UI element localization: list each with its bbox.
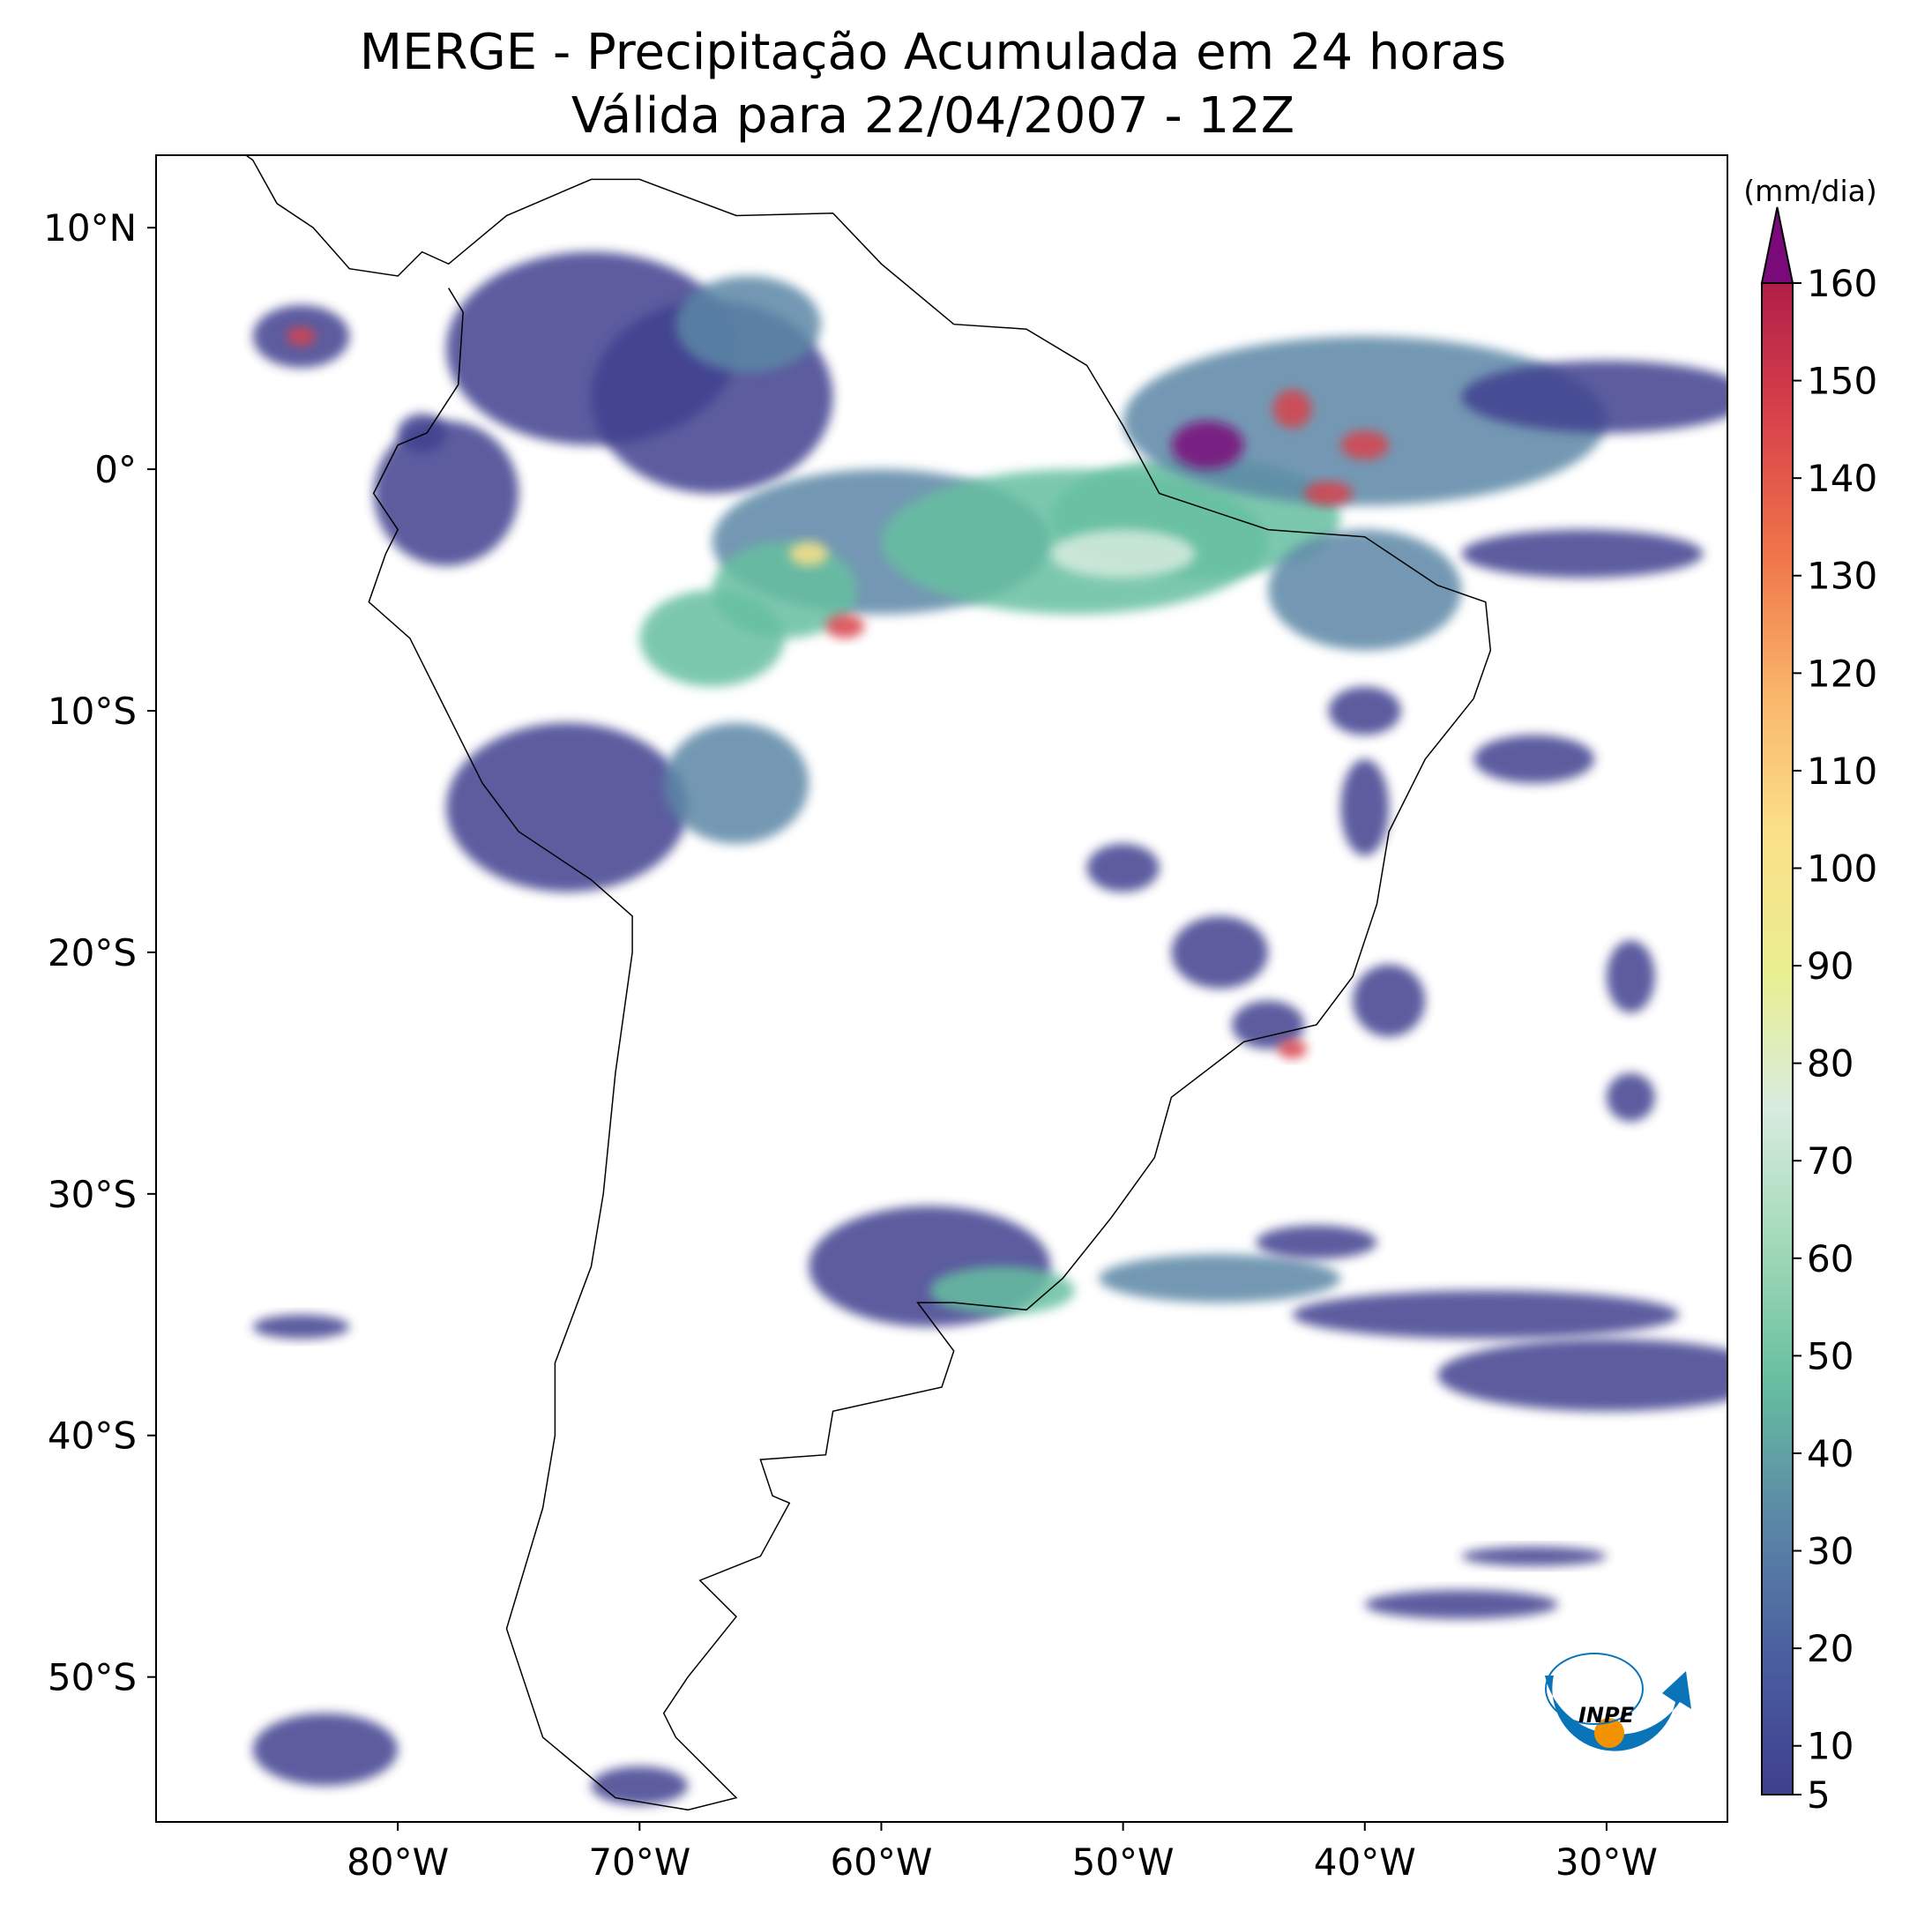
subtitle: Válida para 22/04/2007 - 12Z <box>571 87 1294 145</box>
rain-area <box>639 590 785 687</box>
x-tick-label: 40°W <box>1314 1840 1416 1884</box>
rain-area <box>1353 964 1426 1037</box>
rain-area <box>1256 1225 1377 1259</box>
rain-area <box>663 722 809 844</box>
rain-area <box>1461 529 1704 579</box>
y-tick-label: 10°N <box>43 206 137 250</box>
x-tick-label: 60°W <box>830 1840 932 1884</box>
colorbar-tick-label: 60 <box>1807 1237 1854 1280</box>
rain-area <box>1272 389 1312 429</box>
x-tick-label: 80°W <box>347 1840 449 1884</box>
y-tick-label: 10°S <box>48 690 137 733</box>
rain-area <box>929 1265 1075 1315</box>
colorbar-tick-label: 110 <box>1807 750 1877 793</box>
colorbar-tick-label: 30 <box>1807 1530 1854 1573</box>
colorbar-tick-label: 140 <box>1807 457 1877 500</box>
precipitation-field <box>252 251 1727 1805</box>
rain-area <box>675 275 821 373</box>
rain-area <box>789 541 829 566</box>
y-tick-label: 50°S <box>48 1656 137 1699</box>
logo-text: INPE <box>1578 1703 1635 1728</box>
rain-area <box>1099 1254 1341 1303</box>
colorbar-tick-label: 100 <box>1807 847 1877 890</box>
colorbar-tick-label: 50 <box>1807 1334 1854 1377</box>
logo-arc <box>1545 1671 1691 1751</box>
rain-area <box>1086 843 1160 892</box>
rain-area <box>825 614 865 638</box>
rain-area <box>1292 1290 1680 1340</box>
rain-area <box>252 1314 350 1340</box>
rain-area <box>373 421 519 566</box>
map-frame <box>155 154 1728 1823</box>
coastline <box>244 155 1492 1811</box>
rain-area <box>1171 915 1269 989</box>
rain-area <box>1340 430 1390 460</box>
rain-area <box>1340 758 1390 856</box>
y-tick-label: 0° <box>94 448 137 491</box>
rain-area <box>252 1713 399 1786</box>
colorbar-tick-label: 120 <box>1807 652 1877 695</box>
rain-area <box>1232 1000 1305 1049</box>
logo-dot <box>1594 1718 1624 1748</box>
y-tick-label: 30°S <box>48 1173 137 1216</box>
colorbar-tick-label: 20 <box>1807 1627 1854 1670</box>
colorbar-tick-label: 10 <box>1807 1725 1854 1768</box>
rain-area <box>1304 481 1354 506</box>
colorbar-extend <box>1760 206 1794 284</box>
colorbar-tick-label: 80 <box>1807 1042 1854 1086</box>
colorbar-tick-label: 5 <box>1807 1773 1831 1817</box>
y-tick-label: 20°S <box>48 931 137 974</box>
colorbar-tick-label: 160 <box>1807 262 1877 305</box>
rain-area <box>1606 1072 1655 1122</box>
colorbar-tick-label: 70 <box>1807 1139 1854 1183</box>
rain-area <box>1461 1546 1607 1566</box>
rain-area <box>1461 360 1727 434</box>
colorbar-tick-label: 130 <box>1807 555 1877 598</box>
title: MERGE - Precipitação Acumulada em 24 hor… <box>360 24 1506 81</box>
rain-area <box>1473 735 1595 784</box>
x-tick-label: 70°W <box>588 1840 690 1884</box>
rain-area <box>1268 529 1462 651</box>
colorbar-tick-label: 150 <box>1807 360 1877 403</box>
logo: INPE <box>1545 1653 1691 1751</box>
coastline-path <box>244 155 1492 1811</box>
y-tick-label: 40°S <box>48 1415 137 1458</box>
rain-area <box>591 1765 689 1805</box>
rain-area <box>1606 940 1655 1013</box>
colorbar-tick-label: 40 <box>1807 1432 1854 1475</box>
rain-area <box>1328 686 1401 735</box>
colorbar-label: (mm/dia) <box>1743 174 1877 208</box>
rain-area <box>1050 529 1196 579</box>
rain-area <box>1278 1039 1307 1059</box>
rain-area <box>446 722 689 892</box>
rain-area <box>1364 1590 1559 1619</box>
x-tick-label: 50°W <box>1072 1840 1175 1884</box>
colorbar <box>1761 282 1794 1795</box>
rain-area <box>287 326 316 347</box>
rain-area <box>1171 421 1244 470</box>
colorbar-tick-label: 90 <box>1807 944 1854 988</box>
logo-ring <box>1545 1653 1644 1725</box>
x-tick-label: 30°W <box>1555 1840 1658 1884</box>
rain-area <box>1437 1339 1727 1412</box>
